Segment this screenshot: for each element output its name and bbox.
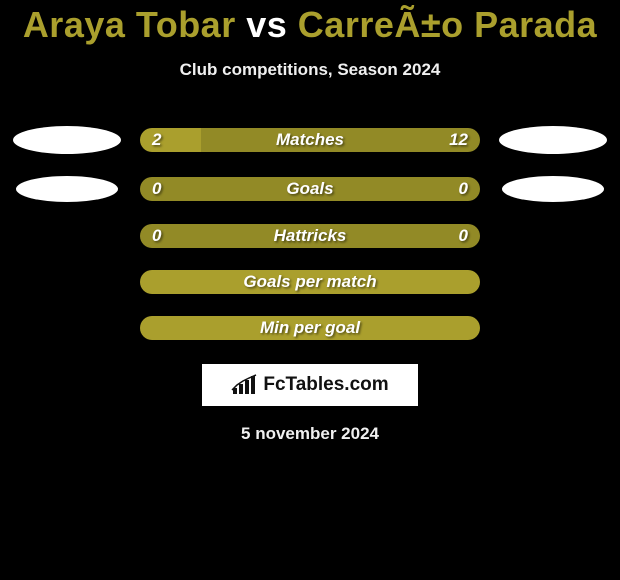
title-player-left: Araya Tobar	[23, 4, 236, 45]
ellipse-icon	[13, 126, 121, 154]
stat-label: Hattricks	[274, 226, 347, 246]
stat-value-left: 0	[152, 226, 161, 246]
subtitle: Club competitions, Season 2024	[0, 60, 620, 80]
stat-row-goals: 0 Goals 0	[0, 176, 620, 202]
stat-value-right: 12	[449, 130, 468, 150]
comparison-card: Araya Tobar vs CarreÃ±o Parada Club comp…	[0, 0, 620, 580]
bar-fill-left	[140, 128, 201, 152]
stat-value-right: 0	[459, 179, 468, 199]
stat-label: Matches	[276, 130, 344, 150]
stat-value-right: 0	[459, 226, 468, 246]
stat-label: Goals per match	[243, 272, 376, 292]
bar-chart-icon	[231, 374, 257, 396]
ellipse-icon	[16, 176, 118, 202]
stat-label: Goals	[286, 179, 333, 199]
stat-bar: 2 Matches 12	[140, 128, 480, 152]
left-icon-slot	[12, 176, 122, 202]
right-icon-slot	[498, 126, 608, 154]
page-title: Araya Tobar vs CarreÃ±o Parada	[0, 4, 620, 46]
left-icon-slot	[12, 126, 122, 154]
ellipse-icon	[499, 126, 607, 154]
stat-bar: 0 Hattricks 0	[140, 224, 480, 248]
title-vs: vs	[246, 4, 287, 45]
stat-value-left: 2	[152, 130, 161, 150]
stat-row-matches: 2 Matches 12	[0, 126, 620, 154]
right-icon-slot	[498, 176, 608, 202]
title-player-right: CarreÃ±o Parada	[298, 4, 597, 45]
stat-bar: Goals per match	[140, 270, 480, 294]
stat-label: Min per goal	[260, 318, 360, 338]
stat-bar: 0 Goals 0	[140, 177, 480, 201]
stat-row-hattricks: 0 Hattricks 0	[0, 224, 620, 248]
ellipse-icon	[502, 176, 604, 202]
logo-box: FcTables.com	[202, 364, 418, 406]
stat-value-left: 0	[152, 179, 161, 199]
logo-text: FcTables.com	[263, 374, 388, 396]
stat-row-goals-per-match: Goals per match	[0, 270, 620, 294]
stat-bar: Min per goal	[140, 316, 480, 340]
stat-row-min-per-goal: Min per goal	[0, 316, 620, 340]
stats-rows: 2 Matches 12 0 Goals 0	[0, 126, 620, 340]
date-text: 5 november 2024	[0, 424, 620, 444]
